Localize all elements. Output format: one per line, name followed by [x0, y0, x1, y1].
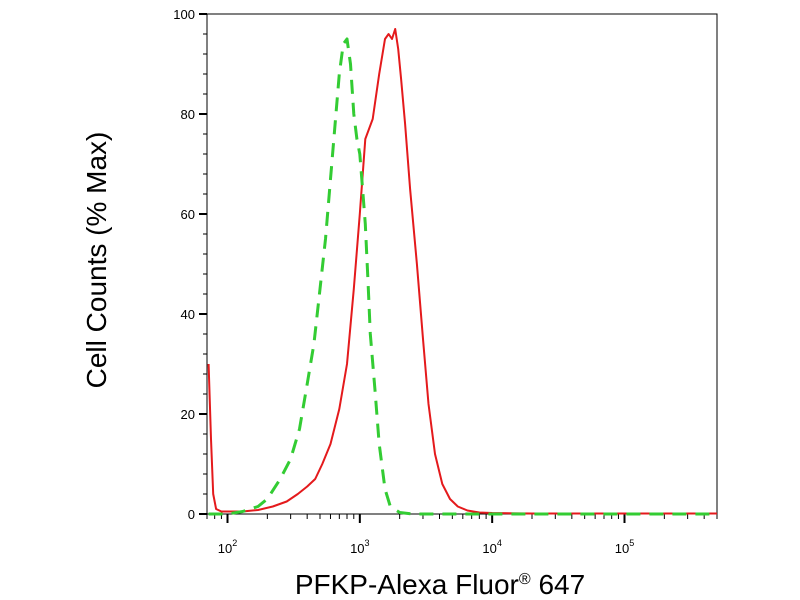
- y-axis-title: Cell Counts (% Max): [81, 132, 112, 389]
- x-axis-title-registered-mark: ®: [519, 571, 531, 588]
- x-axis-title-suffix: 647: [531, 569, 586, 600]
- y-tick-label: 40: [181, 307, 195, 322]
- x-tick-label: 103: [350, 538, 369, 556]
- y-tick-label: 0: [188, 507, 195, 522]
- histogram-series: [207, 28, 717, 516]
- x-axis-title: PFKP-Alexa Fluor® 647: [295, 569, 585, 600]
- plot-frame: [206, 13, 718, 515]
- x-tick-label: 102: [218, 538, 237, 556]
- y-tick-label: 20: [181, 407, 195, 422]
- tick-labels: 0 20 40 60 80 100 102 103 104 105: [173, 7, 634, 556]
- series-dashed-control-line: [208, 37, 717, 516]
- y-tick-label: 60: [181, 207, 195, 222]
- x-axis-title-main: PFKP-Alexa Fluor: [295, 569, 519, 600]
- series-solid-sample-line: [207, 28, 717, 515]
- y-tick-label: 80: [181, 107, 195, 122]
- x-tick-label: 105: [615, 538, 634, 556]
- axis-ticks: [199, 13, 718, 523]
- x-tick-label: 104: [482, 538, 501, 556]
- y-tick-label: 100: [173, 7, 195, 22]
